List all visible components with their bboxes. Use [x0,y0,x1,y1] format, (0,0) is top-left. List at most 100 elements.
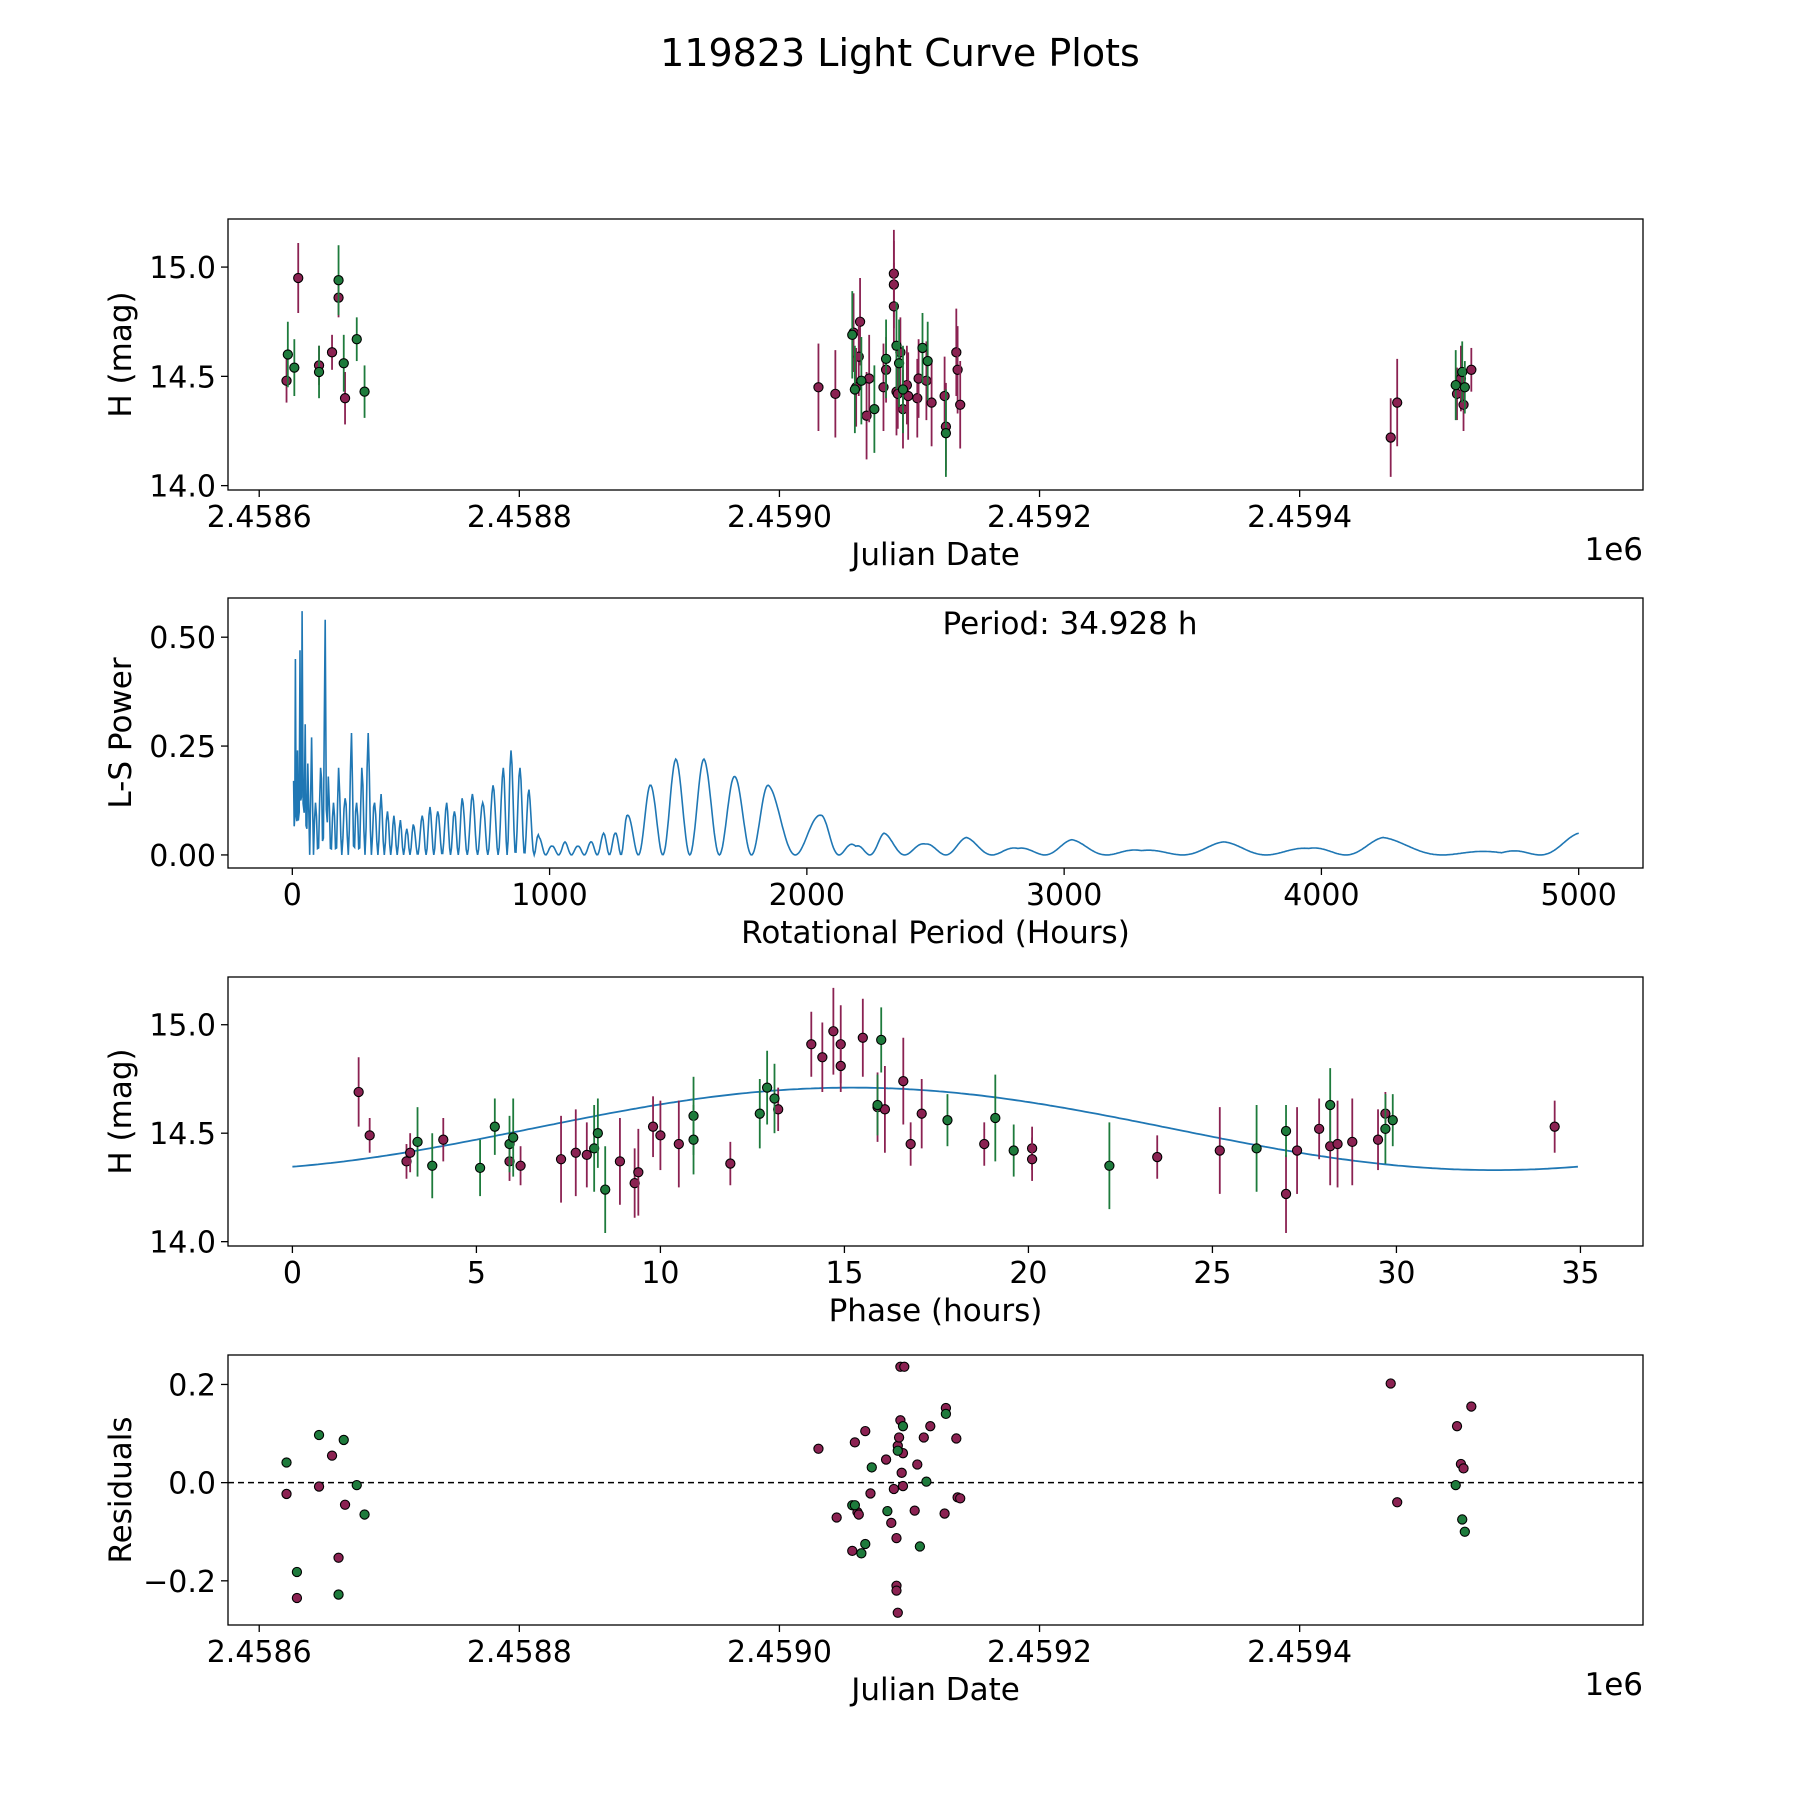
data-point [333,275,344,286]
data-point [860,1538,871,1550]
data-point [1314,1123,1325,1135]
data-point [860,1425,871,1437]
data-point [1325,1099,1336,1111]
data-point [614,1156,626,1167]
data-point [1104,1160,1115,1171]
data-point [847,329,858,340]
x-tick-label: 2.4592 [987,1635,1092,1670]
data-point [897,1421,909,1432]
x-tick-label: 5 [467,1256,486,1291]
x-tick-label: 2.4586 [207,1635,312,1670]
data-point [979,1138,990,1150]
data-point [835,1060,846,1072]
data-point [769,1093,780,1104]
data-point [688,1134,699,1145]
axes-frame [227,976,1644,1247]
data-point [326,347,338,358]
y-axis-label: H (mag) [103,1048,139,1174]
data-point [892,1607,903,1618]
x-tick-label: 1000 [511,878,587,913]
data-point [876,1034,887,1046]
data-point [898,1075,909,1087]
data-point [338,358,349,369]
data-point [892,1445,903,1456]
data-point [880,353,892,365]
data-point [281,1488,292,1500]
data-point [438,1134,449,1145]
data-point [570,1147,581,1158]
data-point [955,399,966,410]
y-axis-label: L-S Power [103,657,139,808]
data-point [847,1545,858,1557]
figure-title: 119823 Light Curve Plots [660,31,1140,75]
data-point [849,1437,861,1448]
y-tick-label: 0.50 [149,621,216,656]
y-axis-label: Residuals [103,1416,139,1563]
data-point [1458,399,1469,410]
data-point [891,1585,902,1596]
x-axis-label: Julian Date [849,1672,1020,1708]
data-point [917,342,928,354]
data-point [515,1160,526,1171]
data-point [326,1450,338,1461]
data-point [725,1158,736,1169]
data-point [291,1566,303,1578]
data-point [1380,1123,1391,1135]
data-point [359,1509,370,1520]
period-annotation: Period: 34.928 h [943,606,1198,642]
data-point [866,1462,877,1473]
data-point [1549,1121,1560,1132]
data-point [896,1467,907,1478]
data-point [918,1432,929,1443]
data-point [427,1160,438,1171]
data-point [853,1509,864,1520]
data-point [474,1162,486,1174]
data-point [592,1128,604,1139]
data-point [351,1479,362,1491]
data-point [951,347,962,358]
x-tick-label: 2.4594 [1247,500,1352,535]
data-point [600,1184,611,1195]
data-point [955,1493,966,1504]
data-point [489,1121,500,1132]
y-tick-label: 15.0 [149,1009,216,1044]
data-point [942,1115,953,1126]
data-point [401,1156,412,1167]
x-axis-label: Phase (hours) [829,1293,1043,1329]
data-point [761,1082,773,1093]
data-point [655,1130,666,1141]
data-point [990,1112,1001,1124]
plot-area [228,1361,1643,1618]
data-point [1459,1526,1470,1537]
data-point [926,397,937,408]
x-tick-label: 2000 [769,878,845,913]
x-tick-label: 2.4592 [987,500,1092,535]
periodogram-panel: 0 1000 2000 3000 4000 5000 0.00 0.25 0.50 Rotatio… [103,597,1644,951]
data-point [333,1552,344,1563]
data-point [364,1130,375,1141]
data-point [912,393,923,404]
data-point [313,1429,325,1441]
data-point [880,1454,892,1465]
data-point [951,1433,962,1444]
x-tick-label: 10 [641,1256,679,1291]
plot-area [292,987,1578,1233]
x-tick-label: 2.4590 [727,500,832,535]
data-point [589,1143,600,1154]
y-tick-label: 0.0 [168,1467,216,1502]
plot-area [281,229,1477,477]
data-point [939,1508,950,1519]
x-tick-label: 0 [283,1256,302,1291]
data-point [909,1505,920,1516]
data-point [1450,1479,1461,1491]
data-point [313,366,325,378]
x-tick-label: 3000 [1026,878,1102,913]
data-point [925,1421,936,1432]
data-point [940,1408,952,1420]
axes-frame [227,1354,1644,1626]
data-point [1152,1151,1163,1163]
x-tick-label: 2.4590 [727,1635,832,1670]
data-point [647,1121,659,1132]
data-point [313,1481,325,1492]
